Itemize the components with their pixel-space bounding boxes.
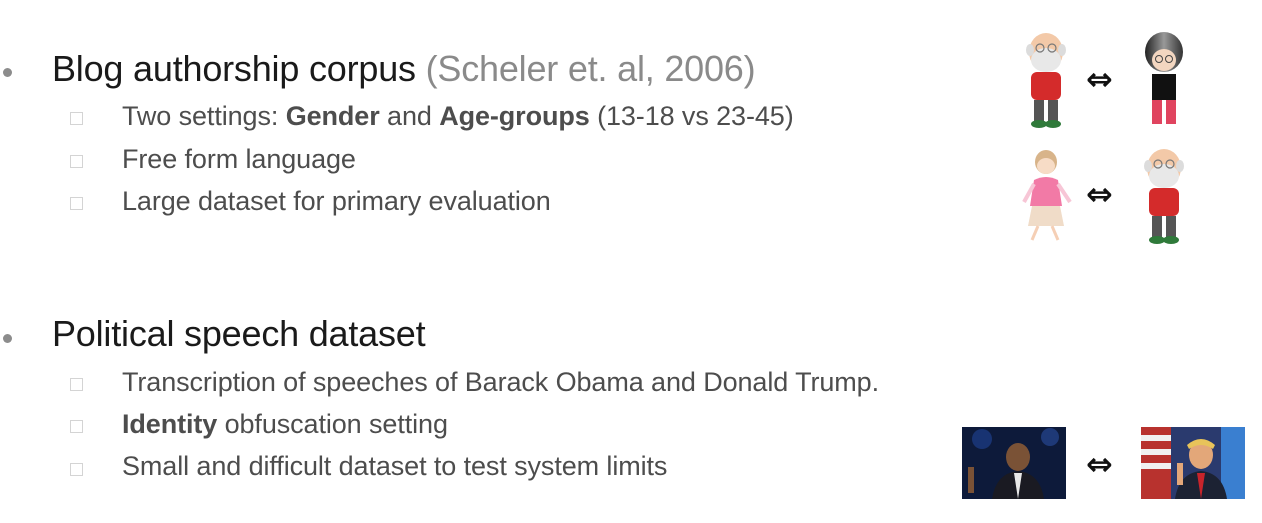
old-man-icon — [1026, 33, 1066, 128]
section-title-political: Political speech dataset — [52, 313, 426, 354]
checkbox-icon — [70, 463, 83, 476]
woman-icon — [1022, 150, 1072, 241]
citation-text: (Scheler et. al, 2006) — [425, 48, 756, 89]
bullet-1 — [3, 68, 12, 77]
checkbox-icon — [70, 155, 83, 168]
section-title-blog: Blog authorship corpus (Scheler et. al, … — [52, 48, 756, 90]
title-text: Blog authorship corpus — [52, 48, 416, 89]
trump-photo — [1141, 427, 1245, 499]
sub-item-identity: Identity obfuscation setting — [122, 409, 448, 439]
obama-photo — [962, 427, 1066, 499]
checkbox-icon — [70, 420, 83, 433]
sub-item-large-dataset: Large dataset for primary evaluation — [122, 186, 551, 216]
checkbox-icon — [70, 197, 83, 210]
old-man-icon — [1144, 149, 1184, 244]
sub-item-free-form: Free form language — [122, 144, 356, 174]
sub-item-settings: Two settings: Gender and Age-groups (13-… — [122, 101, 794, 131]
arrow-icon: ⇔ — [1086, 445, 1113, 483]
young-person-icon — [1145, 32, 1183, 124]
checkbox-icon — [70, 378, 83, 391]
arrow-icon: ⇔ — [1086, 175, 1113, 213]
bullet-2 — [3, 334, 12, 343]
checkbox-icon — [70, 112, 83, 125]
arrow-icon: ⇔ — [1086, 60, 1113, 98]
sub-item-transcription: Transcription of speeches of Barack Obam… — [122, 367, 879, 397]
sub-item-small-dataset: Small and difficult dataset to test syst… — [122, 451, 668, 481]
